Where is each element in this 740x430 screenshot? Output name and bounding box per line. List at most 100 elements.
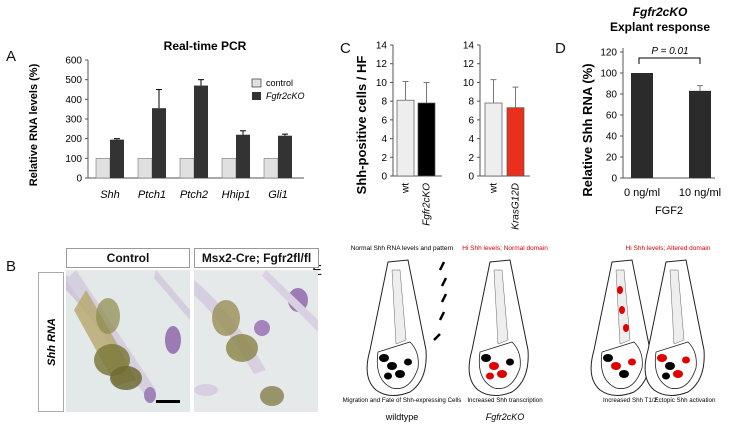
follicle-1 (366, 259, 448, 396)
c-ytick-label: 12 (376, 59, 388, 70)
a-ytick-label: 200 (65, 134, 82, 145)
a-ytick-label: 400 (65, 95, 82, 106)
c-ytick-label: 2 (381, 153, 387, 164)
a-bar-mutant (110, 139, 124, 178)
scheme-1-genotype: wildtype (385, 412, 419, 422)
scheme-3-caption: Increased Shh T1/2 (603, 397, 657, 404)
d-category-label: 10 ng/ml (679, 187, 721, 199)
d-ytick-label: 100 (600, 69, 617, 80)
panel-b-side-box: Shh RNA (38, 272, 64, 412)
legend-control-swatch (251, 78, 262, 88)
a-category-label: Hhip1 (222, 189, 251, 201)
mutant-follicles (194, 270, 318, 406)
c-category-label: wt (489, 183, 500, 194)
c-ytick-label: 10 (463, 78, 475, 89)
d-ytick-label: 120 (600, 48, 617, 59)
a-category-label: Ptch2 (180, 189, 208, 201)
c-ytick-label: 0 (381, 172, 387, 183)
c-bar (484, 102, 503, 177)
panel-b-header-control: Control (66, 248, 190, 268)
panel-label-d: D (555, 40, 566, 57)
control-follicles (66, 270, 190, 403)
a-ytick-label: 600 (65, 56, 82, 67)
a-bar-mutant (194, 85, 208, 178)
panel-e-schematic: Normal Shh RNA levels and pattern Hi Shh… (343, 245, 716, 422)
a-bar-mutant (278, 135, 292, 178)
scheme-1-title-text: Normal Shh RNA levels and pattern (351, 245, 454, 252)
panel-c-ylabel: Shh-positive cells / HF (354, 56, 369, 195)
c-ytick-label: 8 (381, 97, 387, 108)
panel-d-xlabel: FGF2 (655, 205, 683, 217)
scale-bar (156, 400, 180, 403)
follicle-2 (468, 259, 529, 396)
a-bar-mutant (236, 134, 250, 178)
c-ytick-label: 0 (468, 172, 474, 183)
panel-b-micrographs (66, 270, 318, 412)
significance-bracket (638, 57, 701, 64)
a-bar-control (95, 158, 111, 179)
d-bar (631, 73, 653, 178)
d-ytick-label: 20 (606, 153, 618, 164)
c-bar (396, 99, 415, 177)
a-category-label: Ptch1 (138, 189, 166, 201)
d-bar (689, 90, 711, 178)
a-ytick-label: 500 (65, 75, 82, 86)
d-ytick-label: 80 (606, 90, 618, 101)
scheme-2-genotype: Fgfr2cKO (486, 412, 525, 422)
a-ytick-label: 0 (76, 174, 82, 185)
a-ytick-label: 300 (65, 115, 82, 126)
c-bar (506, 107, 525, 177)
legend-control-label: control (266, 78, 293, 88)
follicle-3 (590, 259, 651, 396)
a-bar-control (137, 158, 153, 179)
c-ytick-label: 14 (376, 41, 388, 52)
legend-mutant-label: Fgfr2cKO (266, 91, 305, 101)
scheme-3-title-text: Hi Shh levels; Altered domain (626, 245, 711, 252)
panel-label-c: C (340, 40, 351, 57)
c-ytick-label: 6 (381, 115, 387, 126)
a-bar-control (221, 158, 237, 179)
c-ytick-label: 4 (468, 134, 474, 145)
d-ytick-label: 0 (611, 174, 617, 185)
a-category-label: Shh (100, 189, 120, 201)
follicle-4 (644, 259, 705, 396)
panel-b-header-mutant: Msx2-Cre; Fgfr2fl/fl (194, 248, 319, 268)
scheme-2-caption: Increased Shh transcription (467, 397, 543, 404)
scheme-4-caption: Ectopic Shh activation (655, 397, 716, 404)
d-ytick-label: 60 (606, 111, 618, 122)
c-bar (417, 102, 436, 177)
a-bar-control (179, 158, 195, 179)
d-ytick-label: 40 (606, 132, 618, 143)
panel-b-side-label: Shh RNA (46, 318, 58, 366)
panel-d-ylabel: Relative Shh RNA (%) (580, 63, 595, 196)
c-ytick-label: 14 (463, 41, 475, 52)
panel-c-chart: Shh-positive cells / HF 0 2 4 6 8 10 12 14 0 2 4 6 8… (354, 41, 530, 230)
c-ytick-label: 10 (376, 78, 388, 89)
scheme-3-title: Hi Shh levels; Altered domain (626, 245, 711, 252)
scheme-2-title: Hi Shh levels; Normal domain (462, 245, 548, 252)
scheme-2-title-text: Hi Shh levels; Normal domain (462, 245, 548, 252)
c-ytick-label: 6 (468, 115, 474, 126)
a-category-label: Gli1 (268, 189, 288, 201)
c-category-label: wt (401, 183, 412, 194)
panel-b-side-label-svg: Shh RNA (46, 318, 58, 366)
d-category-label: 0 ng/ml (624, 187, 660, 199)
c-ytick-label: 12 (463, 59, 475, 70)
panel-d-title-line2: Explant response (610, 20, 710, 34)
panel-d-chart: Fgfr2cKO Explant response Relative Shh R… (580, 5, 721, 217)
c-ytick-label: 4 (381, 134, 387, 145)
scheme-1-title: Normal Shh RNA levels and pattern (351, 245, 454, 252)
panel-label-a: A (6, 48, 17, 65)
panel-d-pvalue: P = 0.01 (651, 46, 688, 57)
a-ytick-label: 100 (65, 154, 82, 165)
c-category-label: Fgfr2cKO (422, 183, 433, 226)
a-bar-mutant (152, 108, 166, 178)
c-category-label: KrasG12D (511, 183, 522, 230)
scheme-1-caption: Migration and Fate of Shh-expressing Cel… (343, 397, 462, 404)
c-ytick-label: 8 (468, 97, 474, 108)
c-ytick-label: 2 (468, 153, 474, 164)
panel-d-title-line1: Fgfr2cKO (633, 5, 688, 19)
panel-a-title: Real-time PCR (164, 39, 247, 53)
a-bar-control (263, 158, 279, 179)
panel-a-ylabel: Relative RNA levels (%) (28, 63, 40, 186)
